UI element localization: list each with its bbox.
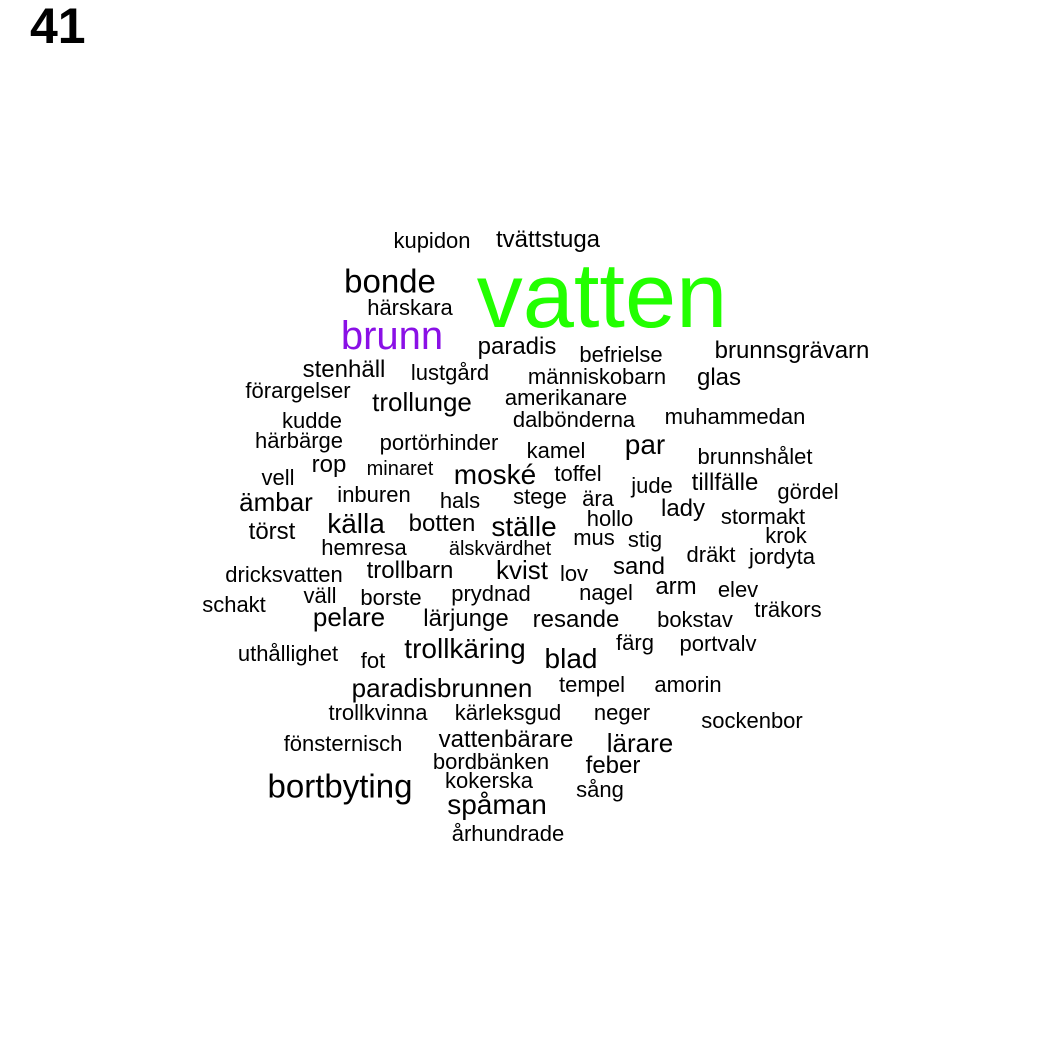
cloud-word: jordyta xyxy=(748,544,816,569)
cloud-word: uthållighet xyxy=(237,641,339,666)
cloud-word: trollunge xyxy=(372,387,472,417)
cloud-word: stege xyxy=(513,484,567,509)
cloud-word: spåman xyxy=(447,789,547,820)
cloud-word: ära xyxy=(582,486,614,511)
cloud-word: feber xyxy=(585,752,641,779)
cloud-word: krok xyxy=(765,523,807,548)
cloud-word: moské xyxy=(453,459,537,490)
cloud-word: stenhäll xyxy=(302,356,386,383)
cloud-word: ställe xyxy=(491,511,557,542)
cloud-word: hemresa xyxy=(321,535,407,560)
cloud-word: paradis xyxy=(477,333,557,360)
cloud-word: lärare xyxy=(606,728,674,758)
cloud-word: tillfälle xyxy=(691,469,759,496)
cloud-word: fot xyxy=(360,648,386,673)
cloud-word: befrielse xyxy=(579,342,663,367)
cloud-word: schakt xyxy=(202,592,266,617)
cloud-word: glas xyxy=(696,364,742,391)
cloud-word: lustgård xyxy=(410,360,490,385)
cloud-word: vatten xyxy=(476,245,728,347)
cloud-word: sockenbor xyxy=(701,708,803,733)
cloud-word: trollbarn xyxy=(366,557,454,584)
cloud-word: paradisbrunnen xyxy=(351,673,533,703)
cloud-word: tvättstuga xyxy=(495,226,601,253)
cloud-word: borste xyxy=(360,585,422,610)
cloud-word: hollo xyxy=(586,506,634,531)
cloud-word: blad xyxy=(544,643,598,674)
cloud-word: bonde xyxy=(344,262,436,300)
cloud-word: kvist xyxy=(496,555,548,585)
cloud-word: pelare xyxy=(312,602,386,632)
cloud-word: par xyxy=(624,429,666,460)
cloud-word: kupidon xyxy=(393,228,471,253)
cloud-word: färg xyxy=(616,630,654,655)
cloud-word: muhammedan xyxy=(664,404,806,429)
cloud-word: tempel xyxy=(558,672,626,697)
cloud-word: lady xyxy=(660,495,706,522)
cloud-word: mus xyxy=(573,525,615,550)
cloud-word: källa xyxy=(327,508,385,539)
cloud-word: prydnad xyxy=(451,581,531,606)
cloud-word: väll xyxy=(303,583,337,608)
cloud-word: bordbänken xyxy=(432,749,550,774)
cloud-word: stig xyxy=(627,527,663,552)
cloud-word: älskvärdhet xyxy=(448,538,552,560)
cloud-word: rop xyxy=(311,451,347,478)
cloud-word: amorin xyxy=(654,672,722,697)
cloud-word: trollkäring xyxy=(404,633,526,664)
cloud-word: kudde xyxy=(282,408,342,433)
cloud-word: kokerska xyxy=(444,768,534,793)
cloud-word: törst xyxy=(248,518,296,545)
cloud-word: bortbyting xyxy=(267,767,413,805)
cloud-word: hals xyxy=(439,488,481,513)
cloud-word: förargelser xyxy=(245,378,351,403)
panel-number: 41 xyxy=(30,0,86,54)
cloud-word: sång xyxy=(576,777,624,802)
cloud-word: jude xyxy=(631,473,673,498)
cloud-word: kärleksgud xyxy=(454,700,562,725)
cloud-word: härskara xyxy=(367,295,453,320)
cloud-word: träkors xyxy=(754,597,822,622)
cloud-word: ämbar xyxy=(239,487,313,517)
cloud-word: portvalv xyxy=(679,631,757,656)
cloud-word: lov xyxy=(559,561,589,586)
cloud-word: stormakt xyxy=(720,504,806,529)
cloud-word: minaret xyxy=(366,458,434,480)
cloud-word: brunn xyxy=(340,314,444,358)
cloud-word: trollkvinna xyxy=(328,700,428,725)
cloud-word: resande xyxy=(532,606,620,633)
cloud-word: lärjunge xyxy=(423,605,509,632)
cloud-word: gördel xyxy=(777,479,839,504)
cloud-word: nagel xyxy=(579,580,633,605)
cloud-word: arm xyxy=(655,573,697,600)
cloud-word: neger xyxy=(593,700,651,725)
cloud-word: brunnsgrävarn xyxy=(714,337,870,364)
cloud-word: inburen xyxy=(337,482,411,507)
cloud-word: vattenbärare xyxy=(438,726,574,753)
cloud-word: dräkt xyxy=(686,542,736,567)
cloud-word: brunnshålet xyxy=(697,444,813,469)
cloud-word: toffel xyxy=(554,461,602,486)
cloud-word: bokstav xyxy=(657,607,733,632)
cloud-word: botten xyxy=(408,510,476,537)
cloud-word: århundrade xyxy=(451,821,565,846)
cloud-word: människobarn xyxy=(527,364,667,389)
cloud-word: härbärge xyxy=(254,428,344,453)
cloud-word: portörhinder xyxy=(379,430,499,455)
cloud-word: dalbönderna xyxy=(512,407,636,432)
cloud-word: dricksvatten xyxy=(225,562,343,587)
cloud-word: fönsternisch xyxy=(283,731,403,756)
cloud-word: elev xyxy=(717,577,759,602)
cloud-word: kamel xyxy=(526,438,586,463)
cloud-word: vell xyxy=(261,465,295,490)
cloud-word: amerikanare xyxy=(504,385,628,410)
cloud-word: sand xyxy=(612,553,666,580)
